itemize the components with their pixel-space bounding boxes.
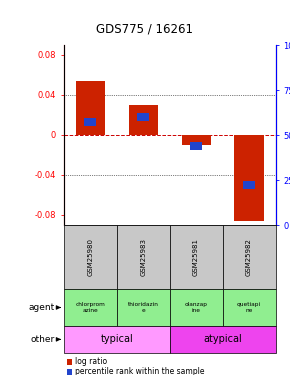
Text: olanzap
ine: olanzap ine [185,302,208,313]
Text: percentile rank within the sample: percentile rank within the sample [75,368,204,375]
Bar [137,113,149,121]
Text: log ratio: log ratio [75,357,107,366]
Text: GSM25980: GSM25980 [87,238,93,276]
Text: GSM25982: GSM25982 [246,238,252,276]
Text: atypical: atypical [203,334,242,344]
Bar [190,142,202,150]
Text: chlorprom
azine: chlorprom azine [75,302,105,313]
Bar [76,81,105,135]
Text: GSM25981: GSM25981 [193,238,199,276]
Text: thioridazin
e: thioridazin e [128,302,159,313]
Text: other: other [31,335,55,344]
Bar [235,135,264,221]
Bar [129,105,158,135]
Text: GDS775 / 16261: GDS775 / 16261 [97,22,193,36]
Bar [84,118,96,126]
Bar [182,135,211,145]
Text: GSM25983: GSM25983 [140,238,146,276]
Bar [243,182,255,189]
Text: quetiapi
ne: quetiapi ne [237,302,261,313]
Text: typical: typical [100,334,133,344]
Text: agent: agent [29,303,55,312]
